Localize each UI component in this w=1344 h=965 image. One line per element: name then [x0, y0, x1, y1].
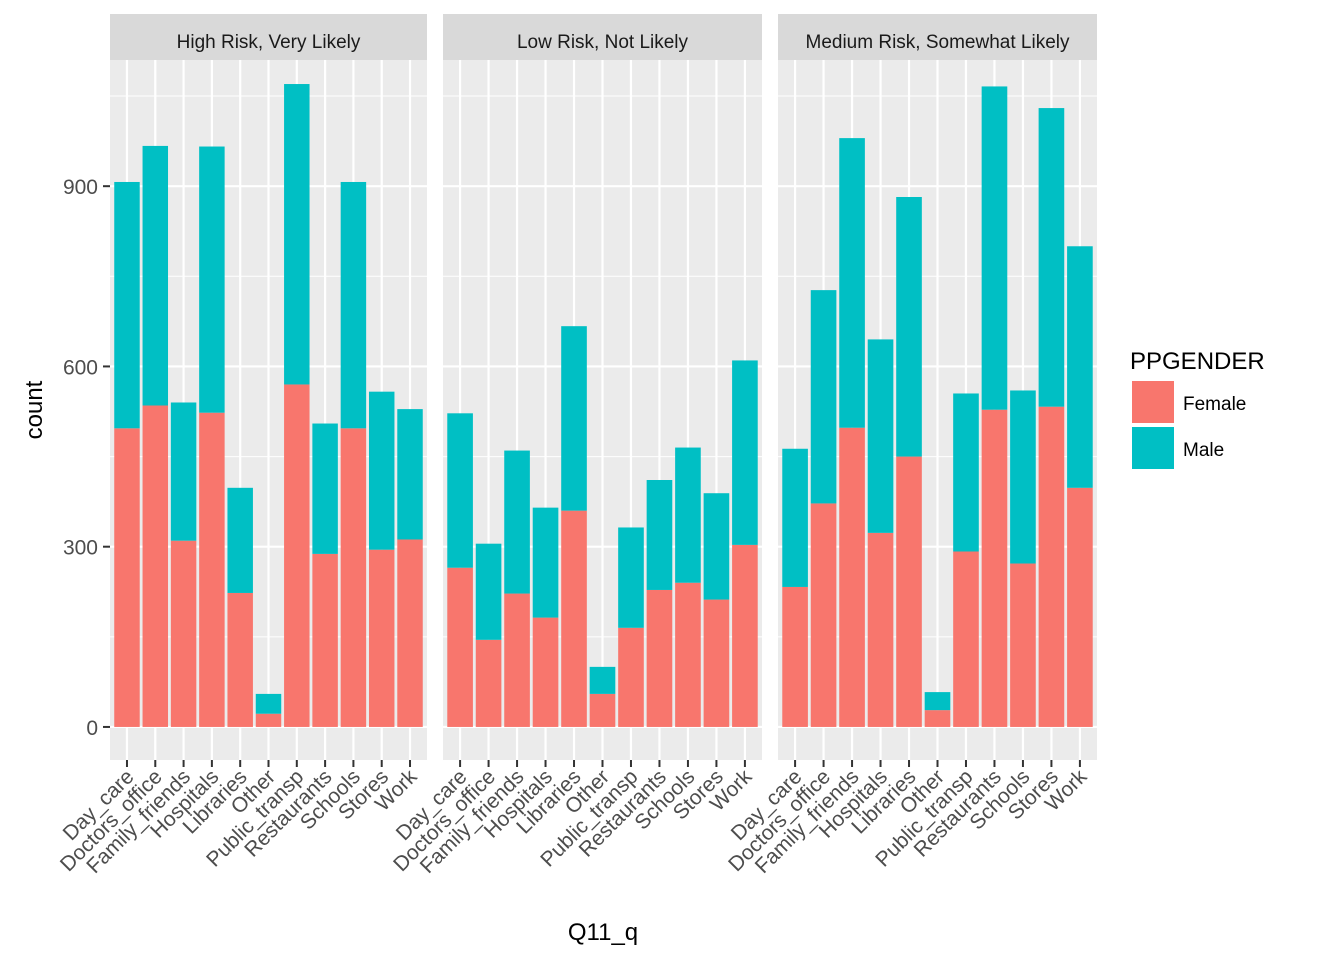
- bar-female-family_friends: [170, 540, 197, 727]
- bar-female-hospitals: [199, 412, 225, 727]
- legend-label-female: Female: [1183, 394, 1246, 415]
- bar-female-work: [732, 544, 758, 727]
- bar-female-other: [924, 710, 951, 727]
- panel-strip: [110, 14, 427, 60]
- bar-female-libraries: [561, 510, 587, 727]
- bar-male-family_friends: [504, 450, 530, 594]
- panel-title: High Risk, Very Likely: [177, 32, 361, 53]
- bar-male-day_care: [447, 413, 473, 568]
- bar-male-restaurants: [312, 423, 338, 554]
- bar-female-stores: [703, 599, 730, 727]
- legend-swatch-male: [1132, 427, 1174, 469]
- bar-male-other: [255, 693, 282, 714]
- bar-male-libraries: [227, 487, 253, 593]
- bar-female-day_care: [114, 428, 140, 727]
- bar-male-other: [924, 692, 951, 711]
- bar-male-schools: [340, 181, 367, 429]
- y-axis-title: count: [21, 380, 48, 439]
- bar-female-day_care: [447, 567, 473, 727]
- bar-male-work: [397, 409, 423, 540]
- bar-male-stores: [1038, 108, 1065, 407]
- bar-male-schools: [1010, 390, 1036, 564]
- bar-female-libraries: [896, 456, 922, 727]
- bar-female-schools: [1010, 563, 1036, 727]
- bar-male-work: [1067, 246, 1093, 488]
- bar-male-restaurants: [646, 480, 673, 590]
- bar-female-doctors_office: [142, 405, 169, 727]
- bar-female-work: [1067, 487, 1093, 727]
- bar-male-stores: [703, 493, 730, 600]
- bar-male-family_friends: [839, 138, 865, 428]
- bar-male-family_friends: [170, 402, 197, 541]
- bar-female-public_transp: [284, 384, 310, 727]
- bar-female-family_friends: [504, 593, 530, 727]
- legend-label-male: Male: [1183, 440, 1224, 461]
- bar-male-doctors_office: [142, 145, 169, 406]
- panel-strip: [778, 14, 1097, 60]
- bar-male-hospitals: [532, 507, 559, 618]
- legend-title: PPGENDER: [1130, 348, 1265, 375]
- bar-female-other: [255, 713, 282, 727]
- bar-male-schools: [675, 447, 701, 583]
- legend-swatch-female: [1132, 381, 1174, 423]
- bar-female-stores: [1038, 406, 1065, 727]
- bar-male-public_transp: [284, 84, 310, 385]
- bar-male-work: [732, 360, 758, 545]
- bar-male-libraries: [896, 196, 922, 457]
- bar-male-restaurants: [981, 86, 1008, 410]
- bar-male-public_transp: [618, 527, 644, 628]
- bar-female-doctors_office: [475, 639, 502, 727]
- panel-strip: [443, 14, 762, 60]
- bar-female-hospitals: [867, 532, 894, 727]
- bar-female-restaurants: [312, 553, 338, 727]
- bar-female-schools: [340, 428, 367, 727]
- bar-female-hospitals: [532, 617, 559, 727]
- bar-male-doctors_office: [810, 290, 837, 504]
- bar-male-hospitals: [867, 339, 894, 533]
- panel-title: Medium Risk, Somewhat Likely: [806, 32, 1070, 53]
- bar-male-hospitals: [199, 146, 225, 413]
- bar-female-public_transp: [953, 551, 979, 727]
- bar-female-stores: [368, 549, 395, 727]
- panel-title: Low Risk, Not Likely: [517, 32, 689, 53]
- bar-male-other: [589, 666, 616, 694]
- bar-female-doctors_office: [810, 503, 837, 727]
- x-axis-title: Q11_q: [568, 919, 638, 946]
- y-tick-label: 300: [63, 537, 98, 560]
- bar-female-family_friends: [839, 427, 865, 727]
- bar-female-day_care: [782, 586, 808, 727]
- bar-male-libraries: [561, 326, 587, 511]
- bar-male-public_transp: [953, 393, 979, 552]
- bar-female-restaurants: [981, 409, 1008, 727]
- bar-male-day_care: [782, 448, 808, 587]
- y-tick-label: 0: [86, 717, 98, 740]
- bar-female-schools: [675, 582, 701, 727]
- bar-female-libraries: [227, 592, 253, 727]
- bar-female-public_transp: [618, 627, 644, 727]
- bar-male-stores: [368, 391, 395, 550]
- y-tick-label: 900: [63, 176, 98, 199]
- bar-female-restaurants: [646, 589, 673, 727]
- bar-female-other: [589, 693, 616, 727]
- bar-male-doctors_office: [475, 543, 502, 640]
- bar-male-day_care: [114, 181, 140, 429]
- y-tick-label: 600: [63, 356, 98, 379]
- bar-female-work: [397, 539, 423, 727]
